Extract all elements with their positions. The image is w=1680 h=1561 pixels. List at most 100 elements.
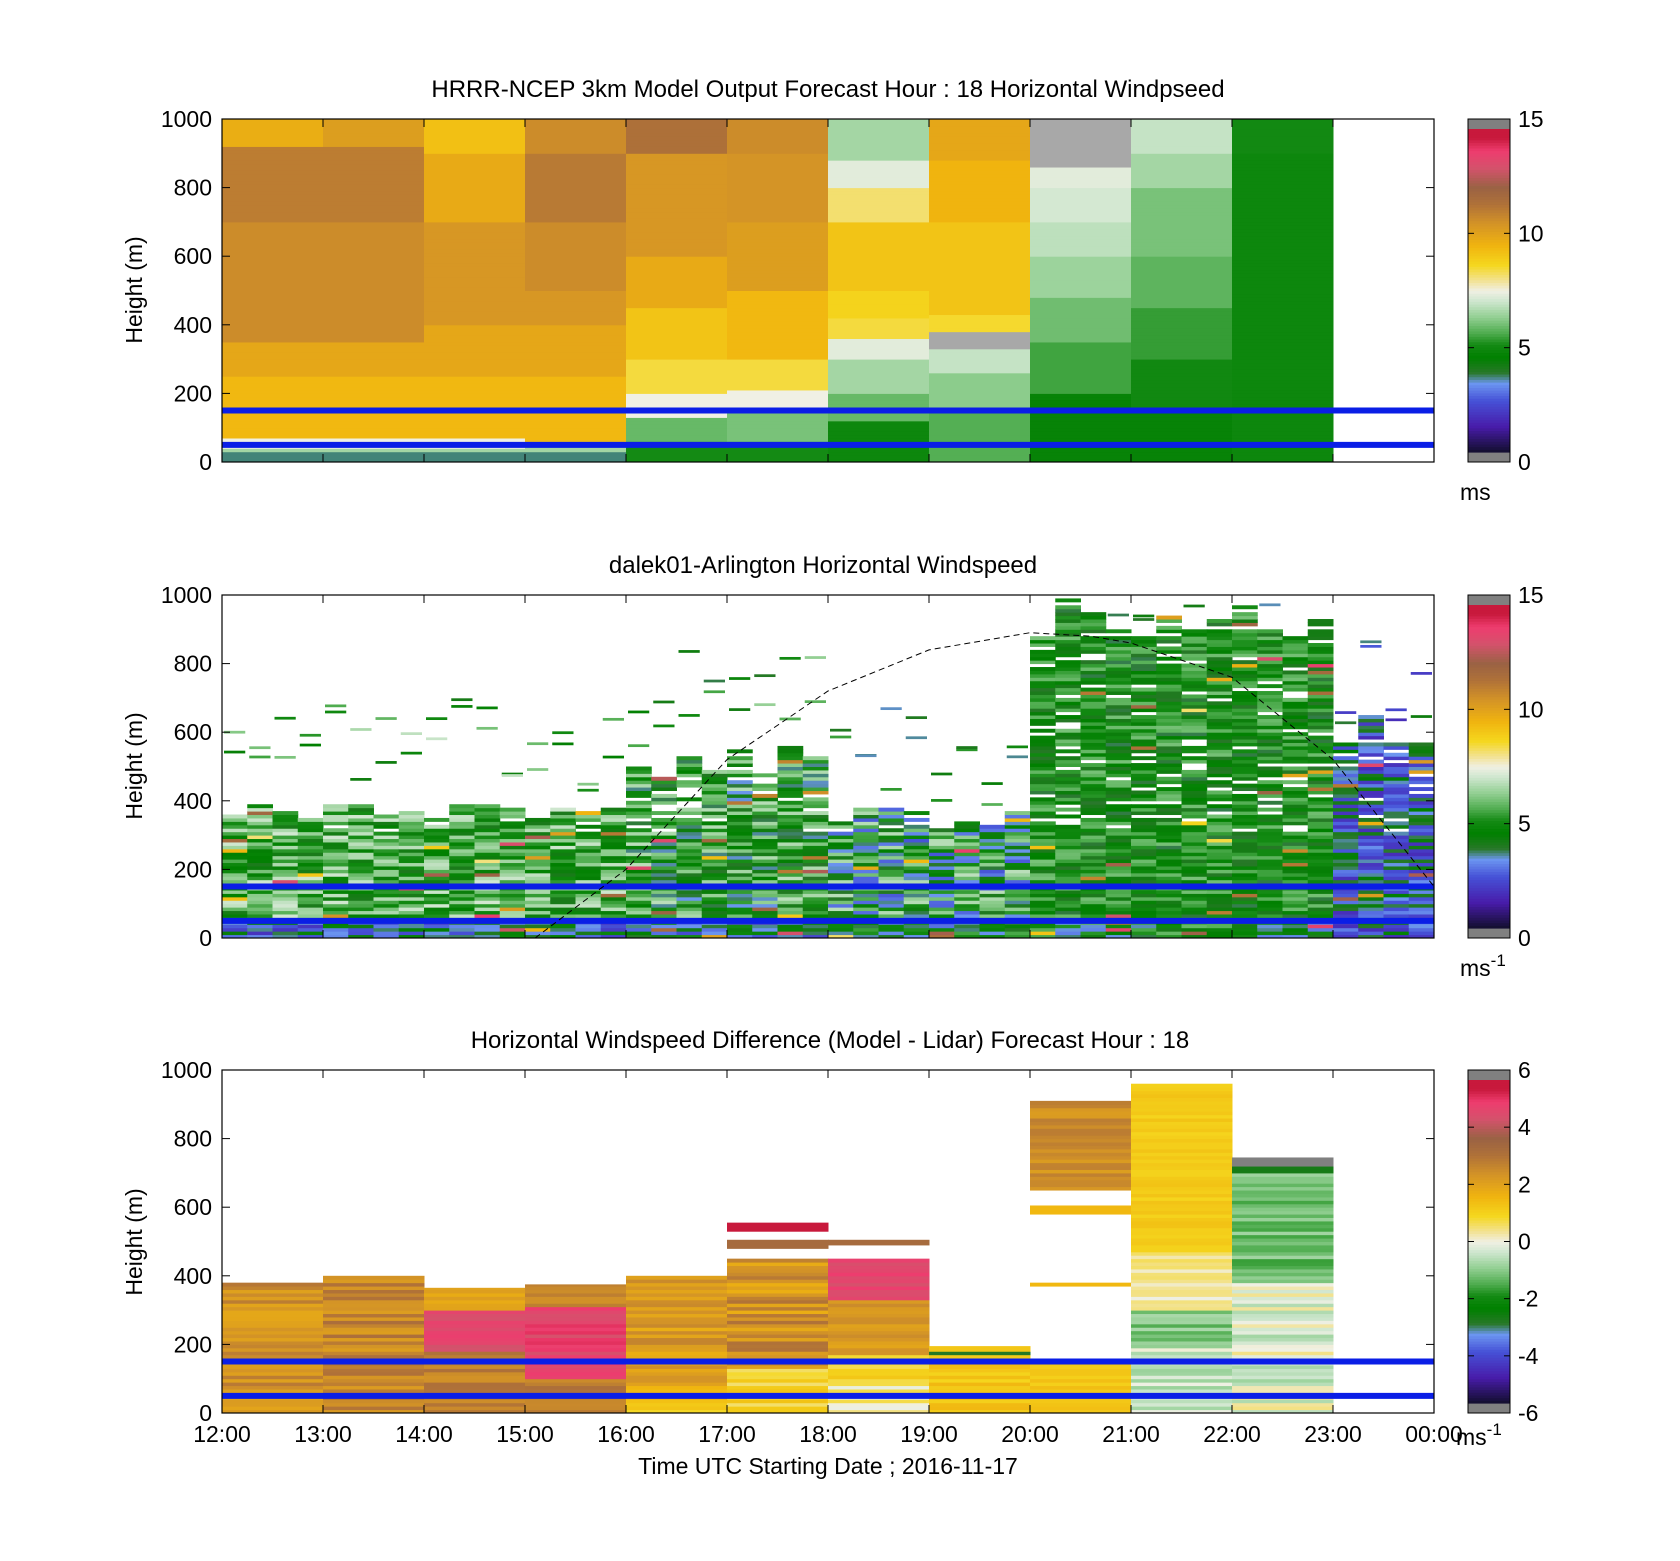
colorbar-swatch bbox=[1468, 1096, 1510, 1100]
model-cell bbox=[323, 304, 425, 309]
model-cell bbox=[727, 263, 829, 267]
colorbar-swatch bbox=[1468, 610, 1510, 614]
model-cell bbox=[828, 420, 930, 425]
model-cell bbox=[727, 143, 829, 147]
colorbar-swatch bbox=[1468, 1246, 1510, 1251]
lidar-cell bbox=[499, 811, 526, 816]
lidar-cell bbox=[954, 907, 980, 912]
colorbar-swatch bbox=[1468, 701, 1510, 706]
difference-cell bbox=[424, 1306, 526, 1311]
model-cell bbox=[828, 396, 930, 401]
lidar-cell bbox=[474, 869, 501, 874]
model-cell bbox=[1030, 187, 1132, 192]
difference-cell bbox=[1131, 1385, 1233, 1390]
lidar-cell bbox=[1004, 934, 1031, 938]
lidar-cell bbox=[1206, 752, 1233, 757]
colorbar-swatch bbox=[1468, 1384, 1510, 1388]
lidar-cell bbox=[1055, 763, 1081, 767]
colorbar-swatch bbox=[1468, 766, 1510, 770]
lidar-cell bbox=[727, 783, 753, 788]
lidar-cell bbox=[853, 852, 879, 857]
lidar-cell bbox=[525, 869, 551, 874]
lidar-cell bbox=[1055, 845, 1081, 850]
model-cell bbox=[828, 304, 930, 309]
lidar-cell bbox=[1307, 900, 1334, 905]
lidar-cell bbox=[1358, 893, 1384, 898]
lidar-cell bbox=[1080, 835, 1107, 840]
lidar-cell bbox=[1358, 817, 1384, 822]
colorbar-swatch bbox=[1468, 344, 1510, 348]
model-cell bbox=[323, 355, 425, 360]
model-cell bbox=[828, 400, 930, 405]
model-cell bbox=[222, 396, 324, 401]
lidar-cell bbox=[1055, 715, 1081, 719]
lidar-cell bbox=[701, 797, 728, 802]
lidar-cell bbox=[600, 865, 627, 870]
lidar-cell bbox=[398, 865, 425, 870]
model-cell bbox=[222, 372, 324, 377]
difference-cell bbox=[727, 1323, 829, 1328]
lidar-cell bbox=[1080, 646, 1107, 651]
lidar-cell bbox=[1105, 766, 1132, 771]
lidar-cell bbox=[1131, 804, 1157, 809]
colorbar-swatch bbox=[1468, 1166, 1510, 1170]
lidar-cell bbox=[1080, 776, 1107, 781]
model-cell bbox=[1030, 393, 1132, 398]
lidar-cell bbox=[575, 855, 602, 860]
model-cell bbox=[525, 386, 627, 391]
model-cell bbox=[222, 201, 324, 206]
model-cell bbox=[1232, 129, 1334, 134]
lidar-cell bbox=[828, 845, 854, 850]
lidar-cell bbox=[752, 800, 778, 805]
model-cell bbox=[1232, 328, 1334, 333]
model-cell bbox=[222, 269, 324, 274]
lidar-cell bbox=[1408, 742, 1434, 747]
lidar-cell bbox=[272, 835, 299, 840]
lidar-cell bbox=[449, 924, 475, 929]
lidar-cell bbox=[954, 913, 980, 918]
lidar-cell bbox=[1105, 735, 1132, 740]
lidar-cell bbox=[1232, 859, 1258, 864]
lidar-cell bbox=[1307, 632, 1334, 637]
lidar-cell bbox=[676, 855, 703, 860]
lidar-cell bbox=[222, 934, 248, 938]
lidar-cell bbox=[1080, 766, 1107, 771]
model-cell bbox=[525, 146, 627, 151]
model-cell bbox=[323, 297, 425, 302]
difference-cell bbox=[626, 1296, 728, 1301]
model-cell bbox=[1232, 427, 1334, 432]
difference-cell bbox=[1232, 1186, 1334, 1191]
colorbar-swatch bbox=[1468, 1090, 1510, 1095]
lidar-cell bbox=[1080, 625, 1107, 630]
lidar-cell bbox=[1055, 828, 1081, 833]
lidar-cell bbox=[1408, 766, 1434, 771]
colorbar-swatch bbox=[1468, 376, 1510, 380]
lidar-cell bbox=[1030, 766, 1056, 771]
model-cell bbox=[1232, 187, 1334, 192]
colorbar-swatch bbox=[1468, 435, 1510, 440]
lidar-cell bbox=[1156, 769, 1182, 774]
model-cell bbox=[929, 352, 1031, 357]
difference-cell bbox=[424, 1303, 526, 1308]
lidar-cell bbox=[398, 862, 425, 867]
lidar-cell bbox=[701, 773, 728, 778]
colorbar-swatch bbox=[1468, 863, 1510, 867]
lidar-cell bbox=[1232, 721, 1258, 726]
model-cell bbox=[929, 331, 1031, 336]
lidar-cell bbox=[1335, 721, 1357, 725]
model-cell bbox=[1232, 215, 1334, 219]
lidar-cell bbox=[979, 924, 1006, 929]
difference-cell bbox=[1131, 1313, 1233, 1318]
model-cell bbox=[424, 383, 526, 388]
lidar-cell bbox=[1156, 804, 1182, 809]
model-cell bbox=[1131, 321, 1233, 326]
lidar-cell bbox=[348, 927, 374, 932]
model-cell bbox=[525, 372, 627, 377]
lidar-cell bbox=[1030, 927, 1056, 932]
model-cell bbox=[626, 263, 728, 267]
difference-cell bbox=[323, 1371, 425, 1376]
model-cell bbox=[626, 304, 728, 309]
lidar-cell bbox=[1181, 684, 1208, 689]
difference-cell bbox=[1232, 1289, 1334, 1294]
model-cell bbox=[424, 304, 526, 309]
